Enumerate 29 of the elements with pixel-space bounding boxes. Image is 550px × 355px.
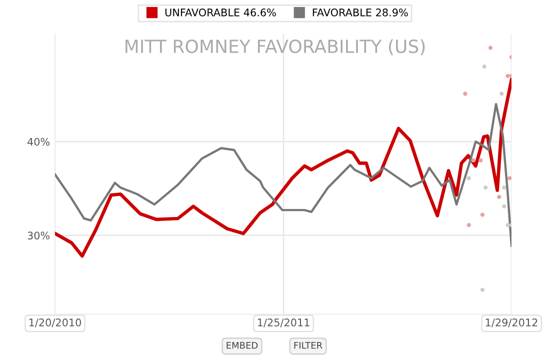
point	[466, 176, 471, 180]
line-series	[55, 78, 512, 258]
x-tick-label: 1/25/2011	[258, 318, 310, 328]
point	[483, 185, 488, 190]
legend-label: FAVORABLE 28.9%	[312, 8, 408, 16]
point	[497, 194, 502, 200]
point	[500, 92, 504, 96]
point	[506, 222, 510, 228]
point	[480, 212, 485, 217]
point	[488, 46, 493, 50]
point	[502, 185, 506, 190]
point	[478, 158, 483, 162]
y-tick-label: 30%	[28, 232, 50, 240]
point	[466, 222, 471, 228]
point	[471, 158, 476, 162]
point	[506, 74, 510, 78]
y-tick-label: 40%	[27, 138, 50, 146]
point	[502, 204, 506, 208]
legend-label: UNFAVORABLE 46.6%	[165, 8, 276, 16]
point	[508, 176, 512, 180]
point	[480, 288, 485, 292]
chart-title: MITT ROMNEY FAVORABILITY (US)	[126, 39, 425, 56]
line-series	[55, 102, 512, 247]
x-tick-label: 1/20/2010	[29, 318, 82, 328]
x-tick-label: 1/29/2012	[486, 318, 538, 328]
text: EMBED	[226, 342, 258, 349]
point	[482, 64, 486, 69]
point	[463, 92, 468, 96]
text: FILTER	[294, 342, 322, 349]
